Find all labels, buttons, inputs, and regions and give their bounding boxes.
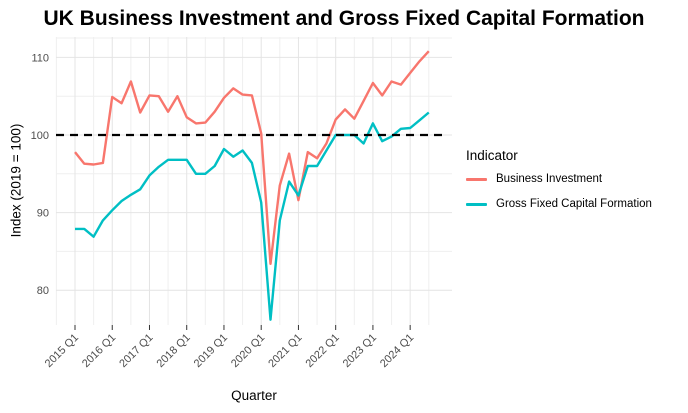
y-axis-title: Index (2019 = 100) (8, 123, 24, 238)
x-tick-label: 2024 Q1 (378, 332, 416, 370)
x-axis-title: Quarter (231, 388, 277, 403)
chart-title: UK Business Investment and Gross Fixed C… (43, 7, 645, 30)
x-tick-label: 2021 Q1 (266, 332, 304, 370)
x-tick-label: 2023 Q1 (341, 332, 379, 370)
legend-title: Indicator (466, 148, 518, 163)
x-tick-label: 2017 Q1 (117, 332, 155, 370)
x-tick-label: 2018 Q1 (155, 332, 193, 370)
series-line-gross-fixed-capital-formation (75, 111, 430, 321)
y-tick-label: 80 (37, 285, 49, 297)
business-investment-line-key (466, 177, 487, 181)
y-tick-label: 90 (37, 208, 49, 220)
y-tick-label: 100 (31, 130, 49, 142)
legend: Indicator Business Investment Gross Fixe… (466, 148, 652, 223)
gfcf-line-key (466, 202, 487, 206)
x-tick-label: 2022 Q1 (303, 332, 341, 370)
series-line-business-investment (74, 50, 430, 265)
x-tick-label: 2015 Q1 (43, 332, 81, 370)
x-tick-label: 2020 Q1 (229, 332, 267, 370)
legend-label: Gross Fixed Capital Formation (496, 198, 652, 210)
legend-label: Business Investment (496, 173, 603, 185)
legend-item-business-investment: Business Investment (466, 173, 652, 185)
legend-item-gfcf: Gross Fixed Capital Formation (466, 198, 652, 210)
x-tick-label: 2016 Q1 (80, 332, 118, 370)
x-tick-label: 2019 Q1 (192, 332, 230, 370)
y-tick-label: 110 (31, 52, 49, 64)
